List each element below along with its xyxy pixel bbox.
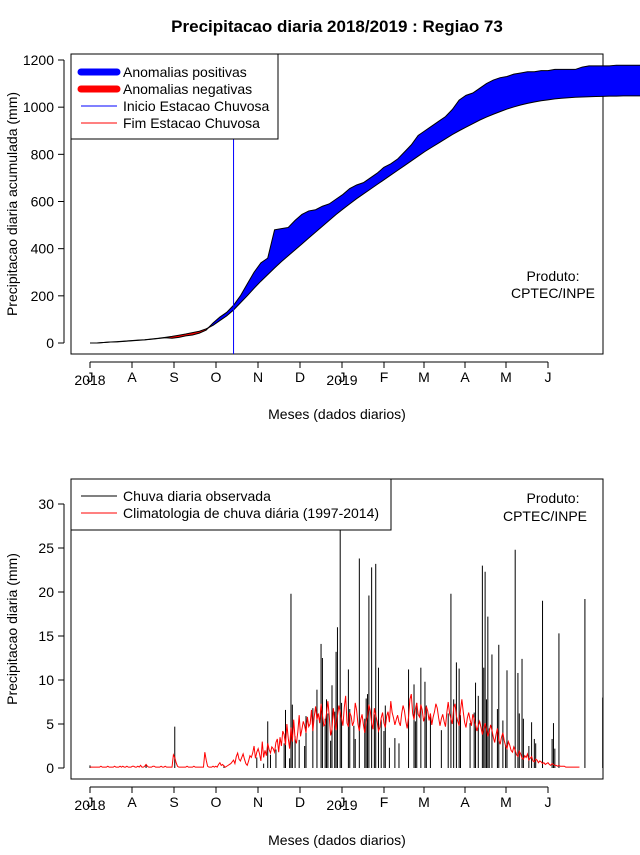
chart1-x-tick-label: A [460,369,470,385]
chart1-x-tick-label: M [418,369,430,385]
chart2-x-tick-label: M [418,794,430,810]
chart2-y-tick-label: 5 [46,716,54,732]
chart1-y-tick-label: 1200 [23,52,54,68]
chart1-legend-negative: Anomalias negativas [123,81,252,97]
chart1-year-2019: 2019 [326,372,357,388]
chart2-climatology-path [90,693,580,768]
chart1-anomaly-area [90,64,640,344]
chart1-legend-start: Inicio Estacao Chuvosa [123,98,270,114]
chart2-legend-box [70,478,392,531]
chart1-plot-box [70,53,604,355]
chart1-legend: Anomalias positivas Anomalias negativas … [70,53,279,140]
chart1-x-tick-label: J [87,369,94,385]
chart1-title: Precipitacao diaria 2018/2019 : Regiao 7… [171,17,503,36]
chart1-positive-anomaly-fill [90,65,640,343]
chart2-y-axis: 0 5 10 15 20 25 30 [38,496,65,776]
chart2-x-label: Meses (dados diarios) [268,832,406,848]
chart1-x-tick-label: J [545,369,552,385]
chart2-y-tick-label: 30 [38,496,54,512]
chart1-product-line2: CPTEC/INPE [511,285,595,301]
chart1-climatology-line [90,95,640,344]
chart1-y-tick-label: 800 [31,146,55,162]
chart2-x-tick-label: J [545,794,552,810]
chart2-y-label: Precipitacao diaria (mm) [4,553,20,705]
chart2-x-tick-label: M [500,794,512,810]
chart1-x-tick-label: D [295,369,305,385]
chart2-x-tick-label: J [339,794,346,810]
chart2-x-tick-label: J [87,794,94,810]
chart2-legend-observed: Chuva diaria observada [123,488,271,504]
chart2-product-line2: CPTEC/INPE [503,508,587,524]
chart1-year-2018: 2018 [74,372,105,388]
chart1-product-line1: Produto: [527,268,580,284]
chart1-legend-positive: Anomalias positivas [123,64,247,80]
chart1-observed-line [90,64,640,344]
chart2-product-line1: Produto: [527,490,580,506]
chart1-legend-end: Fim Estacao Chuvosa [123,115,260,131]
chart2-bars [89,526,604,768]
chart2-legend-climatology: Climatologia de chuva diária (1997-2014) [123,505,379,521]
chart1-x-tick-label: S [169,369,178,385]
chart1-y-label: Precipitacao diaria acumulada (mm) [4,92,20,316]
chart2-y-tick-label: 0 [46,760,54,776]
chart1-x-tick-label: N [253,369,263,385]
chart2-legend: Chuva diaria observada Climatologia de c… [70,478,392,531]
chart1-x-label: Meses (dados diarios) [268,406,406,422]
chart2-y-tick-label: 20 [38,584,54,600]
chart2-x-tick-label: D [295,794,305,810]
chart2-x-tick-label: F [380,794,389,810]
chart1-x-tick-label: J [339,369,346,385]
chart2-year-2018: 2018 [74,797,105,813]
chart1-x-tick-label: A [127,369,137,385]
chart2-x-tick-label: N [253,794,263,810]
chart1-y-tick-label: 1000 [23,99,54,115]
chart2-year-2019: 2019 [326,797,357,813]
chart2-x-tick-label: S [169,794,178,810]
chart1-y-tick-label: 200 [31,288,55,304]
chart2-y-tick-label: 15 [38,628,54,644]
chart2-y-tick-label: 25 [38,540,54,556]
chart1-x-tick-label: F [380,369,389,385]
chart2-x-tick-label: A [460,794,470,810]
chart1-x-tick-label: M [500,369,512,385]
chart2-x-tick-label: O [211,794,222,810]
chart1-y-tick-label: 400 [31,241,55,257]
chart1-y-axis: 0 200 400 600 800 1000 1200 [23,52,65,351]
chart2-climatology-line [90,693,580,768]
chart2-y-tick-label: 10 [38,672,54,688]
chart1-y-tick-label: 600 [31,194,55,210]
chart1-y-tick-label: 0 [46,335,54,351]
chart1-legend-box [70,53,279,140]
chart1-x-tick-label: O [211,369,222,385]
chart2-x-tick-label: A [127,794,137,810]
